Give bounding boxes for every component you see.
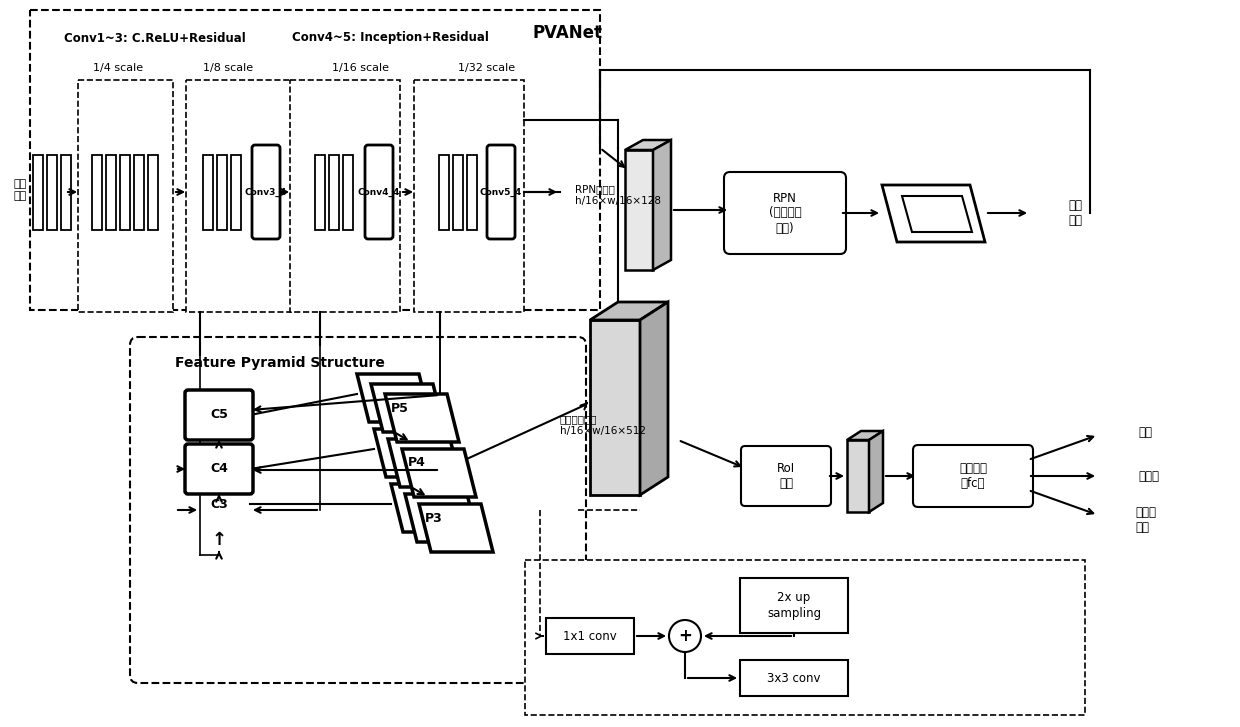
FancyBboxPatch shape (724, 172, 846, 254)
Bar (290, 80, 401, 312)
Polygon shape (653, 140, 671, 270)
Polygon shape (590, 320, 640, 495)
Bar (134, 155, 144, 230)
Text: 1/4 scale: 1/4 scale (93, 63, 143, 73)
Bar (453, 155, 463, 230)
Polygon shape (590, 302, 668, 320)
Bar (120, 155, 130, 230)
Text: 2x up
sampling: 2x up sampling (766, 592, 821, 619)
Text: Conv3_4: Conv3_4 (244, 188, 288, 196)
FancyBboxPatch shape (742, 446, 831, 506)
Bar (33, 155, 43, 230)
Text: 边界框
回归: 边界框 回归 (1135, 506, 1156, 534)
Polygon shape (847, 431, 883, 440)
Polygon shape (625, 140, 671, 150)
Text: PVANet: PVANet (533, 24, 603, 42)
Bar (525, 560, 1085, 715)
Bar (203, 155, 213, 230)
FancyBboxPatch shape (130, 337, 587, 683)
Polygon shape (625, 150, 653, 270)
Bar (414, 80, 525, 312)
Text: P5: P5 (391, 401, 409, 414)
Bar (78, 80, 174, 312)
Bar (30, 10, 600, 310)
Polygon shape (371, 384, 445, 432)
Text: 输入
图片: 输入 图片 (14, 179, 26, 201)
Text: 1/32 scale: 1/32 scale (459, 63, 516, 73)
Text: 3x3 conv: 3x3 conv (768, 672, 821, 685)
Text: 全连接层
（fc）: 全连接层 （fc） (959, 462, 987, 490)
Text: Conv4~5: Inception+Residual: Conv4~5: Inception+Residual (291, 31, 489, 44)
Bar (186, 80, 291, 312)
Polygon shape (405, 494, 479, 542)
Bar (217, 155, 227, 230)
Polygon shape (640, 302, 668, 495)
Bar (740, 578, 848, 633)
Text: RoI
池化: RoI 池化 (777, 462, 795, 490)
Bar (47, 155, 57, 230)
Bar (231, 155, 241, 230)
Text: Conv4_4: Conv4_4 (358, 188, 401, 196)
Polygon shape (901, 196, 972, 232)
FancyBboxPatch shape (487, 145, 515, 239)
FancyBboxPatch shape (185, 390, 253, 440)
Polygon shape (869, 431, 883, 512)
Text: P3: P3 (425, 512, 443, 524)
Polygon shape (402, 449, 476, 497)
FancyBboxPatch shape (252, 145, 280, 239)
Text: Conv5_4: Conv5_4 (480, 188, 522, 196)
Polygon shape (357, 374, 432, 422)
Text: ↑: ↑ (212, 531, 227, 549)
Text: 候选
区域: 候选 区域 (1068, 199, 1083, 227)
Text: Conv1~3: C.ReLU+Residual: Conv1~3: C.ReLU+Residual (64, 31, 246, 44)
Text: C5: C5 (210, 409, 228, 422)
Polygon shape (882, 185, 985, 242)
FancyBboxPatch shape (913, 445, 1033, 507)
Bar (61, 155, 71, 230)
Bar (148, 155, 157, 230)
FancyBboxPatch shape (185, 444, 253, 494)
Bar (740, 660, 848, 696)
Bar (439, 155, 449, 230)
Polygon shape (374, 429, 448, 477)
Polygon shape (384, 394, 459, 442)
Text: Feature Pyramid Structure: Feature Pyramid Structure (175, 356, 384, 370)
FancyBboxPatch shape (365, 145, 393, 239)
Circle shape (670, 620, 701, 652)
Text: C4: C4 (210, 462, 228, 475)
Text: 1/8 scale: 1/8 scale (203, 63, 253, 73)
Bar (315, 155, 325, 230)
Text: RPN
(区域推荐
网络): RPN (区域推荐 网络) (769, 191, 801, 235)
Text: C3: C3 (210, 497, 228, 510)
Bar (343, 155, 353, 230)
Text: 分类器特征图
h/16×w/16×512: 分类器特征图 h/16×w/16×512 (560, 414, 646, 435)
Polygon shape (388, 439, 463, 487)
Text: RPN特征图
h/16×w/16×128: RPN特征图 h/16×w/16×128 (575, 184, 661, 206)
Text: P4: P4 (408, 457, 425, 470)
Polygon shape (419, 504, 494, 552)
Bar (467, 155, 477, 230)
Text: 1x1 conv: 1x1 conv (563, 630, 616, 643)
Bar (105, 155, 117, 230)
Bar (329, 155, 339, 230)
Bar (92, 155, 102, 230)
Text: 1/16 scale: 1/16 scale (331, 63, 388, 73)
Text: +: + (678, 627, 692, 645)
Polygon shape (847, 440, 869, 512)
Bar (546, 618, 634, 654)
Text: 分类: 分类 (1138, 425, 1152, 438)
Polygon shape (391, 484, 465, 532)
Text: 置信度: 置信度 (1138, 470, 1159, 483)
